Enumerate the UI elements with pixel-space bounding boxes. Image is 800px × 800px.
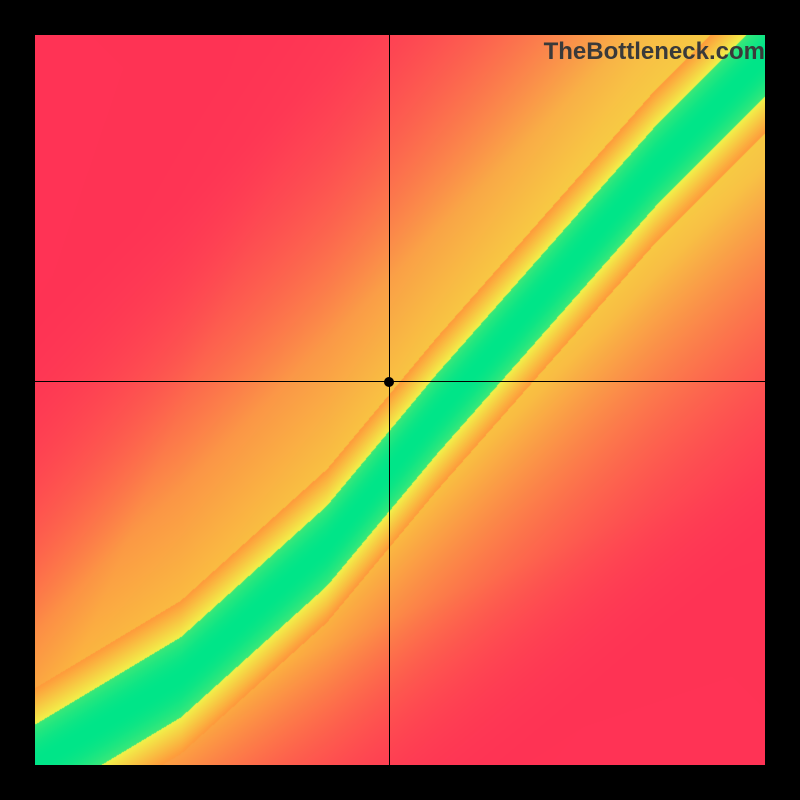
crosshair-vertical — [389, 35, 390, 765]
heatmap-canvas — [35, 35, 765, 765]
selection-marker — [384, 377, 394, 387]
watermark-text: TheBottleneck.com — [544, 38, 765, 66]
bottleneck-heatmap — [35, 35, 765, 765]
crosshair-horizontal — [35, 381, 765, 382]
